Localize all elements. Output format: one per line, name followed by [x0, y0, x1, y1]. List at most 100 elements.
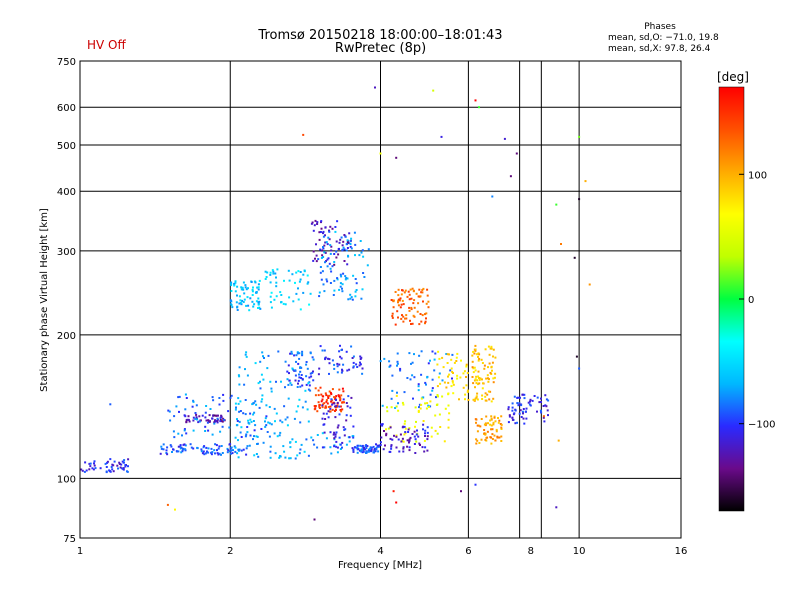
- data-point: [299, 308, 302, 311]
- data-point: [488, 362, 491, 365]
- data-point: [222, 393, 225, 396]
- data-point: [460, 359, 462, 362]
- data-point: [245, 447, 248, 450]
- data-point: [346, 277, 349, 280]
- data-point: [287, 383, 290, 386]
- data-point: [403, 422, 406, 425]
- data-point: [381, 404, 384, 407]
- data-point: [257, 297, 260, 300]
- data-point: [301, 350, 304, 353]
- data-point: [545, 405, 548, 408]
- data-point: [183, 443, 186, 446]
- data-point: [287, 269, 290, 272]
- data-point: [344, 235, 347, 238]
- data-point: [305, 438, 308, 441]
- data-point: [487, 366, 489, 369]
- data-point: [339, 397, 342, 400]
- data-point: [341, 387, 344, 390]
- data-point: [300, 377, 303, 379]
- data-point: [218, 403, 221, 406]
- data-point: [489, 390, 492, 393]
- data-point: [257, 303, 260, 306]
- data-point: [284, 418, 287, 421]
- data-point: [220, 445, 223, 447]
- data-point: [236, 294, 238, 297]
- data-point: [491, 428, 494, 431]
- data-point: [342, 272, 345, 275]
- data-point: [333, 437, 336, 440]
- data-point: [314, 387, 317, 390]
- data-point: [358, 364, 361, 367]
- data-point: [245, 453, 248, 456]
- data-point: [420, 320, 423, 323]
- data-point: [422, 428, 424, 431]
- data-point: [338, 363, 341, 366]
- data-point: [354, 446, 357, 449]
- data-point: [328, 358, 331, 361]
- data-point: [294, 379, 297, 382]
- data-point: [500, 415, 503, 418]
- data-point: [264, 417, 267, 420]
- data-point: [298, 352, 301, 355]
- data-point: [339, 285, 342, 288]
- data-point: [327, 257, 330, 260]
- data-point: [402, 403, 405, 406]
- data-point: [494, 439, 497, 442]
- data-point: [298, 373, 300, 376]
- data-point: [511, 406, 514, 409]
- data-point: [417, 383, 420, 386]
- data-point: [508, 415, 511, 418]
- data-point: [356, 446, 359, 449]
- data-point: [106, 461, 109, 464]
- data-point: [484, 422, 487, 425]
- data-point: [234, 446, 237, 449]
- data-point: [177, 450, 180, 453]
- data-point: [401, 401, 404, 404]
- data-point: [211, 396, 214, 399]
- data-point: [336, 365, 339, 368]
- data-point: [326, 258, 329, 261]
- data-point: [238, 410, 241, 413]
- data-point: [426, 402, 429, 405]
- data-point: [492, 397, 495, 400]
- data-point: [419, 444, 421, 446]
- data-point: [274, 452, 277, 455]
- data-point: [379, 443, 382, 446]
- data-point: [481, 362, 484, 364]
- y-tick-label: 300: [57, 247, 76, 258]
- data-point: [312, 370, 314, 373]
- data-point: [192, 419, 195, 422]
- data-point: [230, 290, 233, 292]
- data-point: [295, 292, 298, 295]
- data-point: [542, 416, 545, 419]
- data-point: [348, 440, 351, 443]
- data-point: [252, 420, 255, 422]
- data-point: [260, 373, 263, 376]
- data-point: [354, 290, 357, 293]
- data-point: [335, 250, 338, 253]
- data-point: [408, 446, 411, 449]
- data-point: [339, 273, 342, 276]
- data-point: [338, 396, 341, 399]
- data-point: [244, 435, 247, 438]
- data-point: [238, 420, 241, 423]
- data-point: [360, 297, 363, 300]
- data-point: [466, 390, 469, 393]
- data-point: [447, 418, 450, 421]
- data-point: [400, 440, 403, 443]
- data-point: [391, 438, 394, 441]
- data-point: [479, 425, 482, 428]
- data-point: [359, 358, 362, 360]
- y-tick-label: 75: [63, 534, 76, 545]
- phases-x-stats: mean, sd,X: 97.8, 26.4: [608, 44, 711, 54]
- data-point: [233, 445, 236, 448]
- data-point: [397, 294, 400, 297]
- data-point: [313, 408, 316, 411]
- data-point: [338, 350, 341, 353]
- data-point: [299, 421, 302, 424]
- data-point: [427, 306, 430, 309]
- data-point: [331, 359, 334, 362]
- data-point: [237, 456, 240, 459]
- data-point: [391, 389, 394, 392]
- data-point: [297, 362, 300, 365]
